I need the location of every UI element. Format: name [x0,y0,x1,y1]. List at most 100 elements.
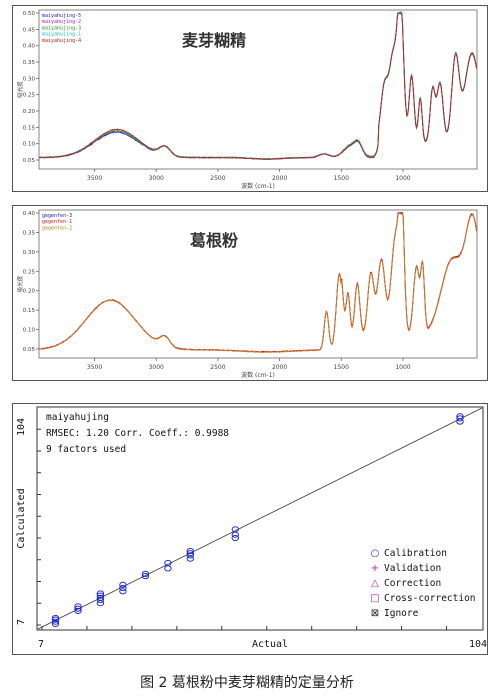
x-min-label: 7 [38,639,44,650]
y-tick-label: 0.10 [23,142,36,148]
y-tick-label: 0.10 [23,328,36,334]
plot-title: maiyahujing [46,412,109,423]
calibration-point [119,581,127,588]
spectrum-line [38,10,477,160]
spectrum-line [38,12,477,160]
spectrum-line [38,212,477,353]
legend-label: Calibration [384,548,447,559]
x-tick-label: 2500 [210,175,225,182]
y-tick-label: 0.15 [23,125,36,131]
calibration-point [74,605,82,612]
legend-label: Cross-correction [384,593,476,604]
calibration-point [51,620,60,627]
y-tick-label: 0.05 [23,347,36,353]
calibration-point [96,594,105,601]
calibration-point [119,584,127,592]
calibration-plot-panel: maiyahujing RMSEC: 1.20 Corr. Coeff.: 0.9… [12,403,488,655]
y-axis-label: 吸光度 [16,275,24,292]
spectrum-panel-maltodextrin: 3500 3000 2500 2000 1500 1000 0.50 0.45 0.40 0.35… [12,5,488,192]
spectrum-line [38,212,477,353]
legend-label: Validation [384,563,441,574]
x-axis-label: Actual [252,639,288,650]
calibration-point [456,413,464,420]
x-tick-label: 3000 [149,175,164,182]
spectrum-panel-kudzu: 3500 3000 2500 2000 1500 1000 0.40 0.35 0.30 0.25… [12,205,488,381]
calibration-point [74,607,82,614]
calibration-point [96,592,105,599]
y-tick-label: 0.40 [23,211,36,217]
spectrum-chart-maltodextrin: 3500 3000 2500 2000 1500 1000 0.50 0.45 0.40 0.35… [16,9,478,190]
spectrum-chart-kudzu: 3500 3000 2500 2000 1500 1000 0.40 0.35 0.30 0.25… [16,209,478,379]
legend-symbol: □ [370,593,379,604]
calibration-point [141,570,150,577]
legend-label: Correction [384,578,441,589]
plot-area [36,406,484,631]
calibration-point [74,603,82,610]
legend-entry: maiyahujing-5 [42,13,81,19]
stats-line: RMSEC: 1.20 Corr. Coeff.: 0.9988 [46,428,229,439]
y-tick-label: 0.50 [23,11,36,17]
calibration-point [141,573,150,580]
y-tick-label: 0.40 [23,44,36,50]
legend-symbol: + [371,563,379,574]
legend-entry: gegenfen-3 [42,213,72,219]
calibration-point [456,415,464,422]
y-tick-label: 0.30 [23,76,36,82]
legend-label: Ignore [384,608,419,619]
plot-area [38,209,478,359]
legend-entry: maiyahujing-4 [42,38,81,44]
x-tick-label: 3000 [149,364,164,371]
legend-symbol: △ [371,578,379,589]
y-tick-label: 0.25 [23,269,36,275]
y-axis-label: 吸光度 [16,81,24,98]
spectrum-title: 麦芽糊精 [182,31,246,50]
y-tick-label: 0.45 [23,27,36,33]
y-axis-label: Calculated [16,488,27,548]
calibration-scatter-chart: maiyahujing RMSEC: 1.20 Corr. Coeff.: 0.9… [16,406,487,650]
x-tick-label: 2500 [210,364,225,371]
x-tick-label: 1000 [395,364,410,371]
spectrum-line [38,12,477,160]
factors-line: 9 factors used [46,444,126,455]
spectrum-line [38,12,477,161]
x-tick-label: 1500 [334,175,349,182]
calibration-point [186,552,195,559]
calibration-point [186,550,195,557]
x-tick-label: 3500 [87,364,102,371]
x-tick-label: 1500 [334,364,349,371]
x-tick-label: 3500 [87,175,102,182]
y-min-label: 7 [16,619,27,625]
y-tick-label: 0.05 [23,158,36,164]
legend-entry: gegenfen-1 [42,219,72,225]
x-max-label: 104 [469,639,487,650]
x-axis-label: 波数 (cm-1) [241,371,275,379]
calibration-point [96,590,105,597]
legend-entry: maiyahujing-2 [42,19,81,25]
calibration-point [51,614,60,622]
y-tick-label: 0.35 [23,230,36,236]
calibration-point [51,618,60,625]
legend-entry: gegenfen-2 [42,225,72,231]
calibration-point [231,531,240,538]
spectrum-title: 葛根粉 [190,231,238,250]
x-axis-label: 波数 (cm-1) [241,182,275,190]
y-tick-label: 0.25 [23,93,36,99]
x-tick-label: 1000 [395,175,410,182]
legend-entry: maiyahujing-1 [42,32,81,38]
figure-caption: 图 2 葛根粉中麦芽糊精的定量分析 [140,675,354,691]
x-tick-label: 2000 [272,364,287,371]
y-tick-label: 0.35 [23,60,36,66]
legend-symbol: ⊠ [371,608,379,619]
y-tick-label: 0.20 [23,289,36,295]
calibration-point [164,565,172,572]
calibration-point [164,559,172,567]
x-tick-label: 2000 [272,175,287,182]
legend-entry: maiyahujing-3 [42,25,81,31]
ideal-fit-line [37,407,483,630]
y-tick-label: 0.20 [23,109,36,115]
calibration-point [119,588,127,595]
calibration-point [96,596,105,604]
calibration-point [231,534,240,542]
spectrum-line [38,11,477,160]
legend-symbol: ○ [371,548,380,559]
